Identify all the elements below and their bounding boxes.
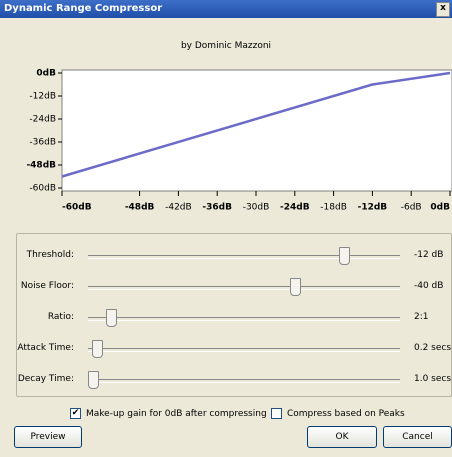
slider-track (88, 379, 400, 383)
dialog: {"window":{"title":"Dynamic Range Compre… (0, 0, 452, 457)
slider-value: -12 dB (414, 250, 443, 260)
slider-value: 1.0 secs (414, 374, 451, 384)
plot-area (62, 70, 452, 191)
x-tick-label: -60dB (62, 203, 92, 213)
x-tick-label: -42dB (165, 203, 192, 213)
slider-label: Attack Time: (4, 343, 74, 353)
slider-label: Decay Time: (4, 374, 74, 384)
x-tick-label: -48dB (125, 203, 155, 213)
checkbox[interactable] (271, 408, 282, 419)
y-tick-label: -36dB (29, 138, 56, 148)
chart: 0dB -12dB -24dB -36dB -48dB -60dB -60dB -48dB -4… (0, 60, 452, 220)
close-button[interactable]: x (436, 2, 450, 17)
slider-thumb[interactable] (290, 278, 301, 296)
window-title: Dynamic Range Compressor (4, 3, 162, 14)
x-tick-label: -24dB (280, 203, 310, 213)
x-tick-label: 0dB (430, 203, 450, 213)
x-tick-label: -18dB (320, 203, 347, 213)
checkbox-label[interactable]: Make-up gain for 0dB after compressing (86, 409, 267, 419)
x-tick-label: -30dB (243, 203, 270, 213)
slider-value: 2:1 (414, 312, 428, 322)
slider-value: -40 dB (414, 281, 443, 291)
y-tick-label: -24dB (29, 115, 56, 125)
y-tick-label: -12dB (29, 92, 56, 102)
button[interactable]: OK (307, 426, 377, 448)
slider-track (88, 317, 400, 321)
slider-label: Threshold: (4, 250, 74, 260)
y-tick-label: -60dB (29, 184, 56, 194)
slider-thumb[interactable] (88, 371, 99, 389)
slider-value: 0.2 secs (414, 343, 451, 353)
x-tick-label: -6dB (401, 203, 422, 213)
slider-label: Ratio: (4, 312, 74, 322)
slider-thumb[interactable] (92, 340, 103, 358)
slider-track (88, 348, 400, 352)
checkbox-label[interactable]: Compress based on Peaks (287, 409, 405, 419)
button[interactable]: Cancel (383, 426, 452, 448)
checkbox[interactable]: ✔ (70, 408, 81, 419)
slider-thumb[interactable] (339, 247, 350, 265)
slider-thumb[interactable] (106, 309, 117, 327)
x-tick-label: -12dB (358, 203, 388, 213)
slider-track (88, 255, 400, 259)
x-tick-label: -36dB (202, 203, 232, 213)
button[interactable]: Preview (14, 426, 82, 448)
y-tick-label: 0dB (36, 69, 56, 79)
slider-track (88, 286, 400, 290)
y-tick-label: -48dB (26, 161, 56, 171)
slider-label: Noise Floor: (4, 281, 74, 291)
subtitle: by Dominic Mazzoni (0, 41, 452, 51)
